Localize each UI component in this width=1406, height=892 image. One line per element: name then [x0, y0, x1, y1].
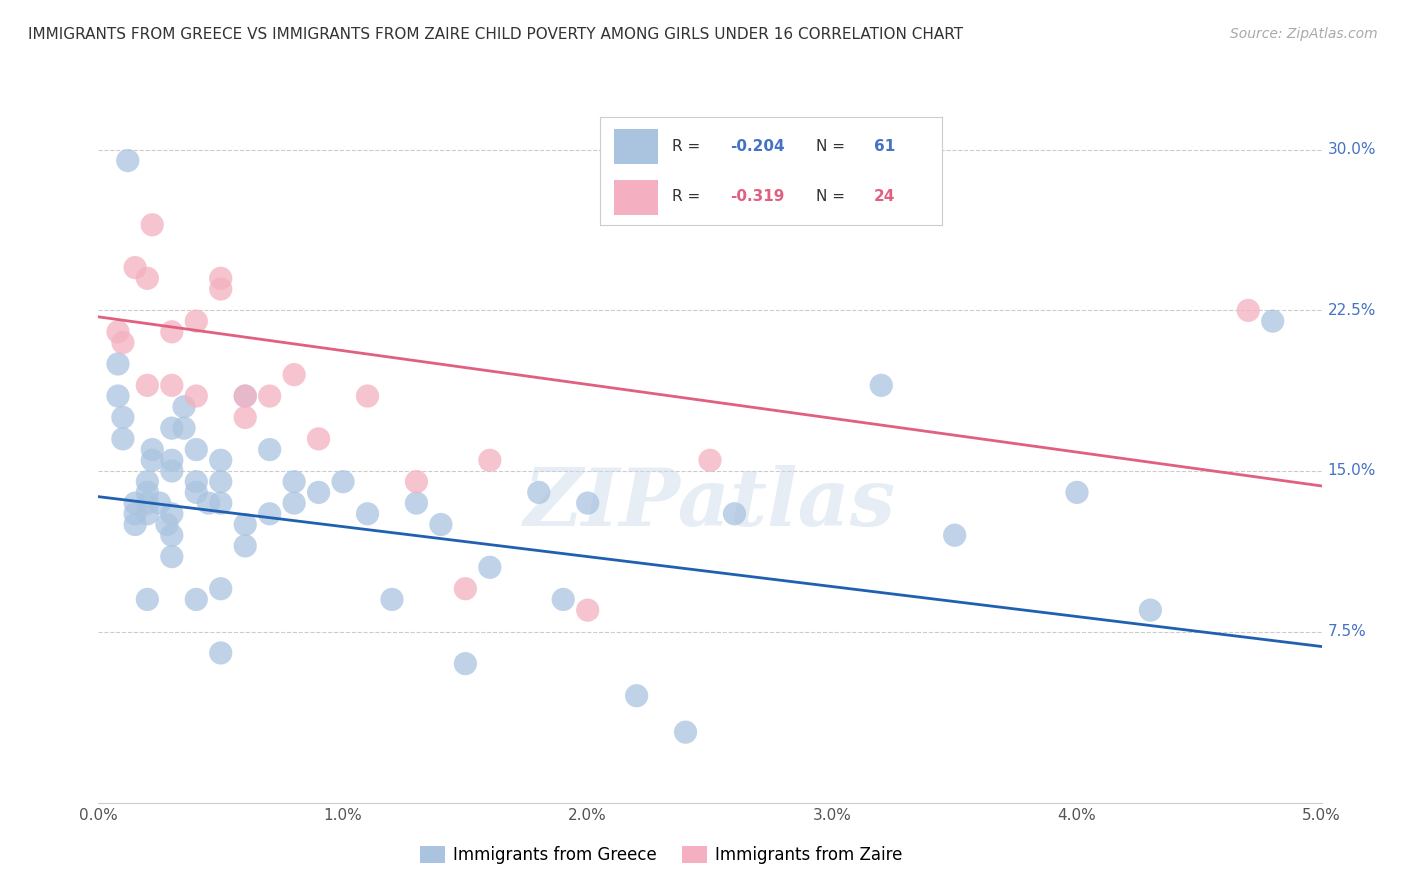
Point — [209, 271, 232, 285]
Point — [405, 496, 427, 510]
Point — [1139, 603, 1161, 617]
Point — [233, 517, 256, 532]
Point — [160, 507, 183, 521]
Point — [356, 507, 378, 521]
Text: 30.0%: 30.0% — [1327, 143, 1376, 157]
Point — [141, 218, 163, 232]
Point — [233, 389, 256, 403]
Point — [149, 496, 172, 510]
Point — [186, 442, 208, 457]
Text: ZIPatlas: ZIPatlas — [524, 465, 896, 542]
Point — [576, 496, 599, 510]
Point — [454, 657, 477, 671]
Point — [209, 282, 232, 296]
Point — [209, 582, 232, 596]
Point — [259, 507, 281, 521]
Point — [233, 389, 256, 403]
Text: 15.0%: 15.0% — [1327, 464, 1376, 478]
Point — [136, 507, 159, 521]
Point — [160, 453, 183, 467]
Point — [136, 475, 159, 489]
Text: IMMIGRANTS FROM GREECE VS IMMIGRANTS FROM ZAIRE CHILD POVERTY AMONG GIRLS UNDER : IMMIGRANTS FROM GREECE VS IMMIGRANTS FRO… — [28, 27, 963, 42]
Point — [197, 496, 219, 510]
Point — [381, 592, 404, 607]
Point — [141, 442, 163, 457]
Point — [478, 453, 501, 467]
Point — [1237, 303, 1260, 318]
Point — [283, 496, 305, 510]
Point — [209, 646, 232, 660]
Point — [136, 271, 159, 285]
Point — [308, 432, 330, 446]
Point — [141, 453, 163, 467]
Point — [111, 410, 134, 425]
Point — [136, 592, 159, 607]
Point — [1066, 485, 1088, 500]
Point — [233, 539, 256, 553]
Point — [233, 410, 256, 425]
Point — [160, 378, 183, 392]
Point — [111, 335, 134, 350]
Point — [675, 725, 697, 739]
Point — [454, 582, 477, 596]
Point — [124, 260, 146, 275]
Point — [576, 603, 599, 617]
Point — [107, 357, 129, 371]
Point — [356, 389, 378, 403]
Point — [943, 528, 966, 542]
Point — [626, 689, 648, 703]
Point — [173, 421, 195, 435]
Legend: Immigrants from Greece, Immigrants from Zaire: Immigrants from Greece, Immigrants from … — [413, 839, 910, 871]
Point — [186, 314, 208, 328]
Point — [117, 153, 139, 168]
Point — [136, 378, 159, 392]
Point — [160, 464, 183, 478]
Point — [209, 496, 232, 510]
Point — [283, 475, 305, 489]
Point — [186, 592, 208, 607]
Point — [107, 325, 129, 339]
Point — [136, 485, 159, 500]
Point — [160, 528, 183, 542]
Point — [1261, 314, 1284, 328]
Point — [308, 485, 330, 500]
Point — [553, 592, 575, 607]
Point — [160, 421, 183, 435]
Point — [405, 475, 427, 489]
Point — [136, 496, 159, 510]
Point — [124, 496, 146, 510]
Point — [259, 442, 281, 457]
Point — [430, 517, 453, 532]
Point — [186, 475, 208, 489]
Point — [209, 475, 232, 489]
Point — [107, 389, 129, 403]
Point — [156, 517, 179, 532]
Point — [209, 453, 232, 467]
Point — [283, 368, 305, 382]
Point — [173, 400, 195, 414]
Point — [527, 485, 550, 500]
Point — [332, 475, 354, 489]
Point — [124, 517, 146, 532]
Point — [186, 389, 208, 403]
Text: 7.5%: 7.5% — [1327, 624, 1367, 639]
Point — [160, 549, 183, 564]
Point — [160, 325, 183, 339]
Text: Source: ZipAtlas.com: Source: ZipAtlas.com — [1230, 27, 1378, 41]
Point — [259, 389, 281, 403]
Point — [111, 432, 134, 446]
Point — [870, 378, 893, 392]
Point — [186, 485, 208, 500]
Text: 22.5%: 22.5% — [1327, 303, 1376, 318]
Point — [699, 453, 721, 467]
Point — [723, 507, 745, 521]
Point — [478, 560, 501, 574]
Point — [124, 507, 146, 521]
